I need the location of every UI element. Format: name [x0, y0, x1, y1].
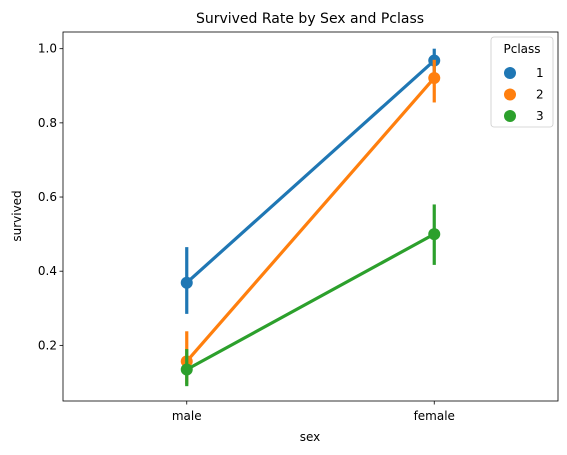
- legend-frame: [490, 36, 554, 128]
- y-tick-label: 1.0: [38, 42, 57, 56]
- series-3: [180, 204, 441, 387]
- chart-title: Survived Rate by Sex and Pclass: [196, 11, 424, 27]
- data-point: [180, 363, 193, 376]
- series-layer: [180, 48, 441, 387]
- y-tick-label: 0.2: [38, 338, 57, 352]
- plot-area: 0.2 0.4 0.6 0.8 1.0 male female: [38, 31, 559, 423]
- y-tick-label: 0.8: [38, 116, 57, 130]
- legend-label: 2: [536, 88, 544, 102]
- legend-entries: 1 2 3: [504, 66, 544, 123]
- legend-label: 3: [536, 109, 544, 123]
- x-tick-label: female: [414, 409, 455, 423]
- series-line: [185, 232, 436, 372]
- legend: Pclass 1 2 3: [490, 36, 554, 128]
- series-1: [180, 48, 441, 314]
- y-axis: 0.2 0.4 0.6 0.8 1.0: [38, 42, 63, 352]
- plot-frame: [62, 31, 559, 402]
- legend-marker: [504, 67, 516, 79]
- series-2: [180, 59, 441, 385]
- x-axis: male female: [172, 401, 455, 423]
- data-point: [428, 228, 441, 241]
- legend-marker: [504, 110, 516, 122]
- legend-title: Pclass: [503, 42, 540, 56]
- y-tick-label: 0.4: [38, 264, 57, 278]
- series-line: [185, 76, 436, 363]
- legend-label: 1: [536, 66, 544, 80]
- series-line: [185, 58, 436, 285]
- data-point: [180, 276, 193, 289]
- x-axis-label: sex: [300, 430, 321, 444]
- x-tick-label: male: [172, 409, 202, 423]
- legend-marker: [504, 88, 516, 101]
- y-tick-label: 0.6: [38, 190, 57, 204]
- y-axis-label: survived: [10, 190, 24, 241]
- data-point: [428, 71, 441, 84]
